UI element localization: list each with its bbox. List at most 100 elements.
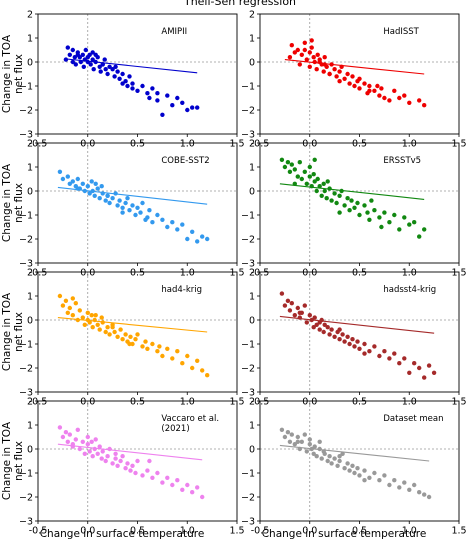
scatter-point bbox=[307, 164, 312, 170]
scatter-point bbox=[332, 456, 337, 461]
scatter-point bbox=[195, 485, 200, 490]
scatter-point bbox=[147, 208, 152, 213]
scatter-point bbox=[297, 160, 302, 165]
scatter-point bbox=[80, 52, 86, 57]
y-tick-label: 1 bbox=[249, 291, 255, 302]
scatter-point bbox=[120, 210, 125, 215]
scatter-point bbox=[314, 188, 319, 194]
scatter-point bbox=[357, 86, 362, 91]
scatter-point bbox=[279, 427, 285, 432]
scatter-point bbox=[80, 439, 86, 444]
scatter-point bbox=[130, 81, 135, 86]
scatter-point bbox=[299, 176, 304, 182]
scatter-point bbox=[337, 454, 342, 459]
y-tick-label: 0 bbox=[249, 57, 255, 68]
scatter-point bbox=[107, 64, 112, 70]
scatter-point bbox=[311, 55, 316, 60]
scatter-point bbox=[287, 308, 293, 313]
scatter-point bbox=[190, 229, 195, 234]
x-tick-label: 1.0 bbox=[180, 268, 195, 279]
scatter-point bbox=[93, 437, 98, 442]
scatter-point bbox=[133, 337, 138, 342]
y-axis-label: Change in TOAnet flux bbox=[1, 292, 25, 371]
y-tick-label: −2 bbox=[19, 105, 33, 116]
y-tick-label: −3 bbox=[241, 387, 255, 398]
scatter-point bbox=[155, 212, 160, 218]
scatter-point bbox=[65, 45, 71, 50]
scatter-point bbox=[309, 45, 314, 50]
scatter-point bbox=[90, 325, 95, 330]
scatter-point bbox=[115, 69, 120, 74]
fit-line bbox=[284, 59, 425, 75]
scatter-point bbox=[357, 76, 362, 82]
x-tick-label: 0.5 bbox=[352, 139, 367, 150]
scatter-point bbox=[297, 62, 302, 67]
y-tick-label: −1 bbox=[241, 81, 255, 92]
scatter-point bbox=[63, 298, 69, 303]
scatter-point bbox=[317, 327, 322, 332]
scatter-point bbox=[85, 442, 91, 447]
x-tick-label: 1.0 bbox=[402, 397, 417, 408]
scatter-point bbox=[297, 310, 302, 315]
scatter-point bbox=[110, 196, 115, 201]
scatter-point bbox=[165, 346, 170, 351]
scatter-point bbox=[145, 468, 150, 473]
scatter-point bbox=[190, 490, 195, 495]
scatter-point bbox=[150, 341, 155, 347]
scatter-point bbox=[387, 220, 392, 225]
x-tick-label: 0.5 bbox=[130, 526, 145, 537]
scatter-point bbox=[128, 468, 133, 473]
scatter-point bbox=[392, 88, 397, 94]
panel-title: Dataset mean bbox=[383, 414, 443, 424]
scatter-point bbox=[105, 325, 110, 330]
scatter-point bbox=[160, 112, 165, 118]
panel-title: Vaccaro et al. (2021) bbox=[161, 414, 219, 434]
fit-line bbox=[57, 443, 203, 461]
y-axis-label-line-2: net flux bbox=[13, 54, 25, 94]
y-tick-label: 0 bbox=[249, 186, 255, 197]
scatter-point bbox=[140, 83, 145, 89]
scatter-point bbox=[150, 220, 155, 225]
scatter-point bbox=[95, 322, 100, 327]
y-tick-label: −1 bbox=[241, 210, 255, 221]
scatter-point bbox=[73, 437, 79, 442]
scatter-point bbox=[130, 463, 135, 468]
scatter-point bbox=[60, 176, 66, 182]
y-tick-label: 1 bbox=[27, 291, 33, 302]
scatter-point bbox=[417, 365, 422, 371]
scatter-point bbox=[295, 47, 300, 53]
panel-title: AMIPII bbox=[161, 27, 187, 37]
scatter-point bbox=[81, 64, 87, 70]
scatter-point bbox=[322, 55, 327, 60]
scatter-point bbox=[387, 98, 392, 103]
y-tick-label: 1 bbox=[249, 33, 255, 44]
scatter-point bbox=[309, 38, 314, 43]
x-tick-label: -0.5 bbox=[29, 526, 48, 537]
scatter-point bbox=[417, 490, 422, 495]
scatter-point bbox=[93, 52, 98, 57]
y-tick-label: −2 bbox=[241, 363, 255, 374]
scatter-point bbox=[113, 456, 118, 461]
scatter-point bbox=[332, 191, 337, 196]
scatter-point bbox=[60, 303, 66, 308]
scatter-point bbox=[88, 62, 93, 67]
scatter-point bbox=[329, 461, 334, 466]
scatter-point bbox=[304, 57, 309, 62]
y-axis-label-line-2: net flux bbox=[13, 183, 25, 223]
scatter-point bbox=[95, 451, 100, 456]
scatter-point bbox=[337, 210, 342, 215]
scatter-point bbox=[315, 52, 320, 57]
scatter-point bbox=[147, 95, 152, 101]
scatter-point bbox=[412, 220, 417, 225]
scatter-point bbox=[155, 91, 160, 96]
figure-title: Theil-Sen regression bbox=[183, 0, 296, 8]
scatter-point bbox=[387, 356, 392, 361]
scatter-point bbox=[63, 57, 69, 62]
scatter-point bbox=[349, 198, 354, 203]
scatter-point bbox=[87, 191, 92, 196]
scatter-point bbox=[92, 193, 97, 198]
scatter-point bbox=[138, 210, 143, 215]
panel-title-line: hadsst4-krig bbox=[383, 285, 436, 295]
panel-title: hadsst4-krig bbox=[383, 285, 436, 295]
scatter-point bbox=[342, 339, 347, 344]
